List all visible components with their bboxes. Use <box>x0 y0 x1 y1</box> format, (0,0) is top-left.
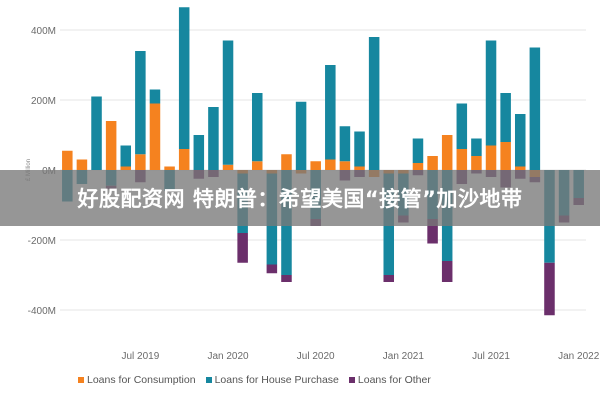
bar-layer <box>62 7 584 316</box>
bar-loans-for-house-purchase <box>514 114 526 167</box>
x-tick-label: Jan 2021 <box>383 351 425 362</box>
bar-loans-for-consumption <box>514 166 526 170</box>
bar-loans-for-house-purchase <box>354 131 365 167</box>
banner-text: 好股配资网 特朗普：希望美国“接管”加沙地带 <box>77 187 523 211</box>
bar-loans-for-consumption <box>485 145 497 170</box>
legend-item-house-purchase: Loans for House Purchase <box>205 374 339 386</box>
bar-loans-for-house-purchase <box>485 40 497 146</box>
bar-loans-for-other <box>544 262 555 316</box>
bar-loans-for-house-purchase <box>529 47 541 170</box>
bar-loans-for-house-purchase <box>193 135 205 170</box>
bar-loans-for-consumption <box>281 154 292 170</box>
bar-loans-for-consumption <box>164 166 175 170</box>
bar-loans-for-consumption <box>412 163 424 170</box>
bar-loans-for-house-purchase <box>339 126 351 162</box>
x-tick-label: Jul 2021 <box>472 351 510 362</box>
bar-loans-for-consumption <box>222 164 234 170</box>
bar-loans-for-consumption <box>251 161 263 170</box>
bar-loans-for-house-purchase <box>135 51 146 155</box>
bar-loans-for-other <box>281 275 292 282</box>
bar-loans-for-house-purchase <box>456 103 468 149</box>
legend-item-other: Loans for Other <box>348 374 431 386</box>
bar-loans-for-other <box>266 264 278 274</box>
bar-loans-for-other <box>441 261 453 282</box>
x-tick-label: Jan 2020 <box>207 351 249 362</box>
bar-loans-for-consumption <box>471 156 482 170</box>
overlay-banner: 好股配资网 特朗普：希望美国“接管”加沙地带 <box>0 170 600 226</box>
bar-loans-for-house-purchase <box>120 145 132 167</box>
bar-loans-for-consumption <box>500 142 511 170</box>
bar-loans-for-consumption <box>441 135 453 170</box>
bar-loans-for-consumption <box>354 166 365 170</box>
bar-loans-for-house-purchase <box>149 89 161 104</box>
bar-loans-for-consumption <box>339 161 351 170</box>
bar-loans-for-consumption <box>76 159 88 170</box>
bar-loans-for-consumption <box>105 121 117 170</box>
bar-loans-for-house-purchase <box>91 96 102 170</box>
bar-loans-for-house-purchase <box>471 138 482 156</box>
bar-loans-for-house-purchase <box>412 138 424 163</box>
legend-item-consumption: Loans for Consumption <box>78 374 196 386</box>
x-tick-labels: Jul 2019 Jan 2020 Jul 2020 Jan 2021 Jul 2021… <box>121 351 599 362</box>
legend-swatch-other <box>348 377 355 383</box>
bar-loans-for-consumption <box>325 159 336 170</box>
legend-swatch-house-purchase <box>205 377 212 383</box>
bar-loans-for-house-purchase <box>295 101 307 170</box>
x-tick-label: Jul 2019 <box>121 351 159 362</box>
bar-loans-for-consumption <box>456 149 468 170</box>
bar-loans-for-house-purchase <box>251 93 263 162</box>
bar-loans-for-consumption <box>120 166 132 170</box>
bar-loans-for-other <box>383 275 395 282</box>
bar-loans-for-house-purchase <box>368 37 380 170</box>
bar-loans-for-house-purchase <box>178 7 190 149</box>
bar-loans-for-house-purchase <box>500 93 511 142</box>
bar-loans-for-house-purchase <box>208 107 219 170</box>
legend-swatch-consumption <box>78 377 84 383</box>
y-tick-label: 400M <box>31 26 56 37</box>
bar-loans-for-consumption <box>427 156 438 170</box>
y-tick-label: 200M <box>31 96 56 107</box>
bar-loans-for-consumption <box>135 154 146 170</box>
bar-loans-for-other <box>427 219 438 244</box>
y-tick-label: -400M <box>28 306 56 317</box>
bar-loans-for-consumption <box>62 150 73 170</box>
y-tick-label: -200M <box>28 236 56 247</box>
bar-loans-for-consumption <box>149 103 161 170</box>
bar-loans-for-other <box>237 233 248 263</box>
bar-loans-for-house-purchase <box>222 40 234 165</box>
legend-label-house-purchase: Loans for House Purchase <box>214 374 339 386</box>
legend: Loans for Consumption Loans for House Pu… <box>78 374 431 386</box>
bar-loans-for-consumption <box>178 149 190 170</box>
legend-label-other: Loans for Other <box>357 374 431 386</box>
legend-label-consumption: Loans for Consumption <box>87 374 196 386</box>
x-tick-label: Jan 2022 <box>558 351 600 362</box>
bar-loans-for-consumption <box>310 161 321 170</box>
x-tick-label: Jul 2020 <box>297 351 335 362</box>
bar-loans-for-house-purchase <box>325 65 336 160</box>
